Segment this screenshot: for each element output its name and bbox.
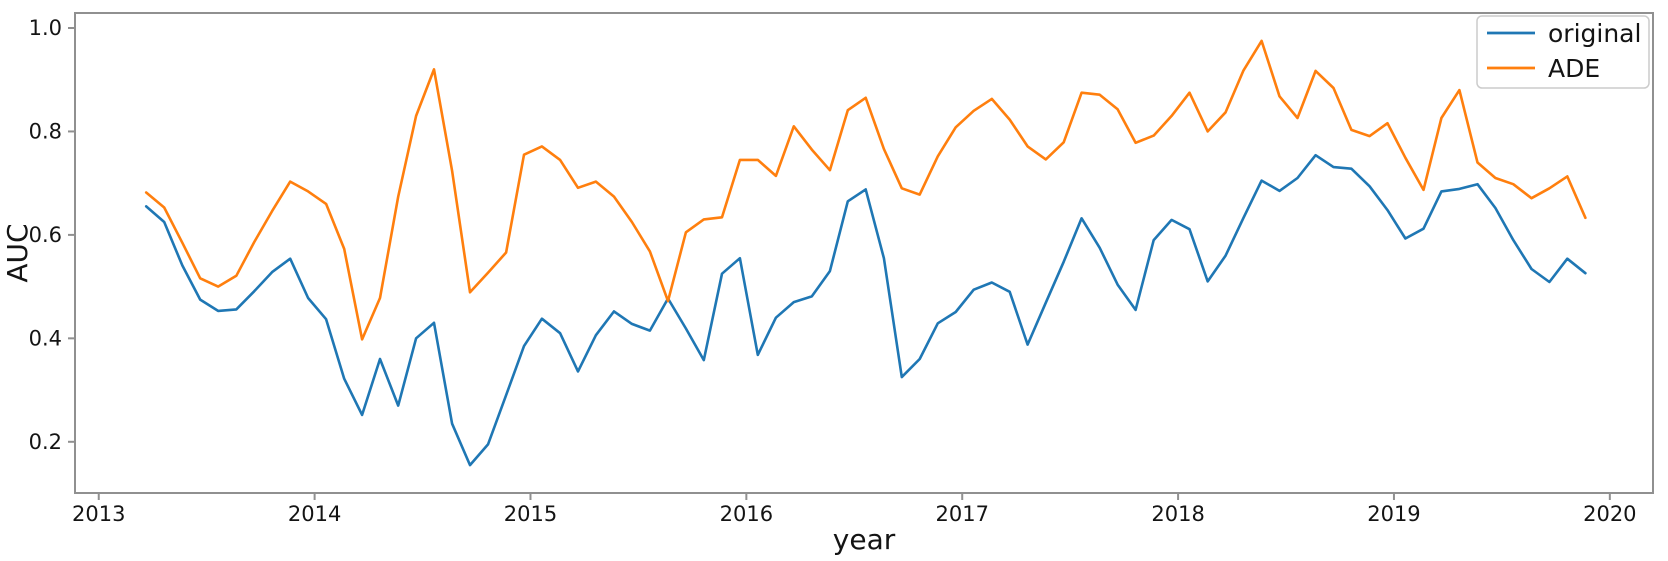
legend-label-original: original	[1548, 19, 1641, 48]
x-tick-label-2014: 2014	[288, 502, 341, 526]
x-axis: 2013 2014 2015 2016 2017 2018 2019 2020	[72, 493, 1637, 526]
x-tick-label-2018: 2018	[1151, 502, 1204, 526]
legend: original ADE	[1476, 15, 1650, 89]
series-lines	[144, 39, 1587, 467]
x-axis-label: year	[833, 523, 896, 556]
x-tick-label-2020: 2020	[1583, 502, 1636, 526]
x-tick-label-2013: 2013	[72, 502, 125, 526]
series-path-ADE	[144, 39, 1587, 341]
y-tick-label-0.6: 0.6	[29, 223, 62, 247]
legend-label-ade: ADE	[1548, 54, 1600, 83]
x-tick-label-2019: 2019	[1367, 502, 1420, 526]
y-tick-label-1: 1.0	[29, 16, 62, 40]
y-tick-label-0.4: 0.4	[29, 326, 62, 350]
y-axis: 0.2 0.4 0.6 0.8 1.0	[29, 16, 75, 454]
plot-frame	[74, 12, 1654, 494]
x-tick-label-2016: 2016	[720, 502, 773, 526]
plot-area	[74, 12, 1654, 494]
series-path-original	[144, 153, 1587, 467]
x-tick-label-2015: 2015	[504, 502, 557, 526]
y-tick-label-0.8: 0.8	[29, 119, 62, 143]
x-tick-label-2017: 2017	[935, 502, 988, 526]
y-tick-label-0.2: 0.2	[29, 430, 62, 454]
y-axis-label: AUC	[1, 223, 34, 282]
